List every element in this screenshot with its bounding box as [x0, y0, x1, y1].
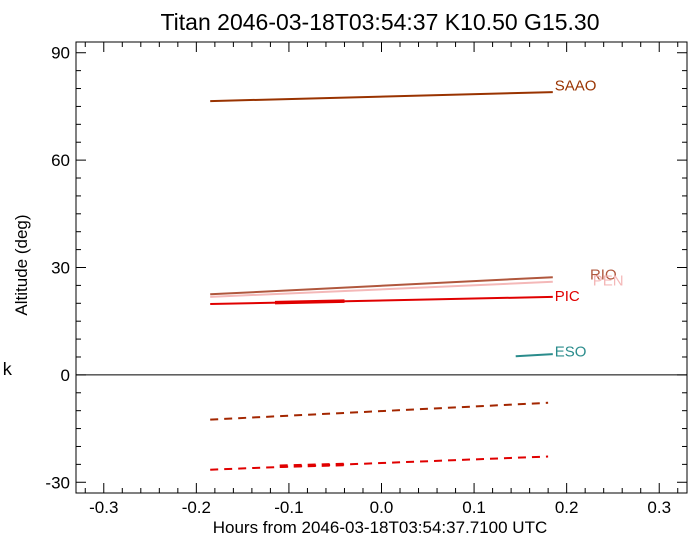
x-tick-label: -0.2: [182, 498, 211, 517]
series-label: RIO: [590, 267, 617, 284]
y-tick-label: 0: [61, 366, 70, 385]
series-line: [210, 295, 553, 305]
y-axis-label: Altitude (deg): [12, 214, 31, 315]
axis-ticks: -0.3 -0.2 -0.1 0.0 0.1 0.2 0.3 -30 0 30 60 90: [45, 42, 687, 517]
y-tick-label: -30: [45, 473, 70, 492]
series-label: PEN: [593, 273, 624, 290]
series-label: SAAO: [555, 78, 597, 95]
chart-title: Titan 2046-03-18T03:54:37 K10.50 G15.30: [160, 9, 599, 35]
series-label: PIC: [555, 288, 580, 305]
x-tick-label: 0.1: [462, 498, 486, 517]
x-axis-label: Hours from 2046-03-18T03:54:37.7100 UTC: [213, 518, 548, 537]
series-label: ESO: [555, 343, 587, 360]
series-line: [274, 299, 345, 305]
x-tick-label: 0.2: [555, 498, 579, 517]
x-tick-label: 0.3: [647, 498, 671, 517]
series-line: [279, 462, 350, 468]
series-line: [210, 455, 549, 471]
y-tick-label: 60: [51, 151, 70, 170]
series-line: [210, 91, 553, 103]
series-line: [210, 401, 549, 421]
series-line: [515, 353, 553, 358]
x-tick-label: 0.0: [370, 498, 394, 517]
series-line: [210, 280, 553, 298]
x-tick-label: -0.3: [89, 498, 118, 517]
side-mark: k: [2, 360, 12, 380]
x-tick-label: -0.1: [274, 498, 303, 517]
series-line: [210, 276, 553, 296]
y-tick-label: 30: [51, 259, 70, 278]
y-tick-label: 90: [51, 44, 70, 63]
